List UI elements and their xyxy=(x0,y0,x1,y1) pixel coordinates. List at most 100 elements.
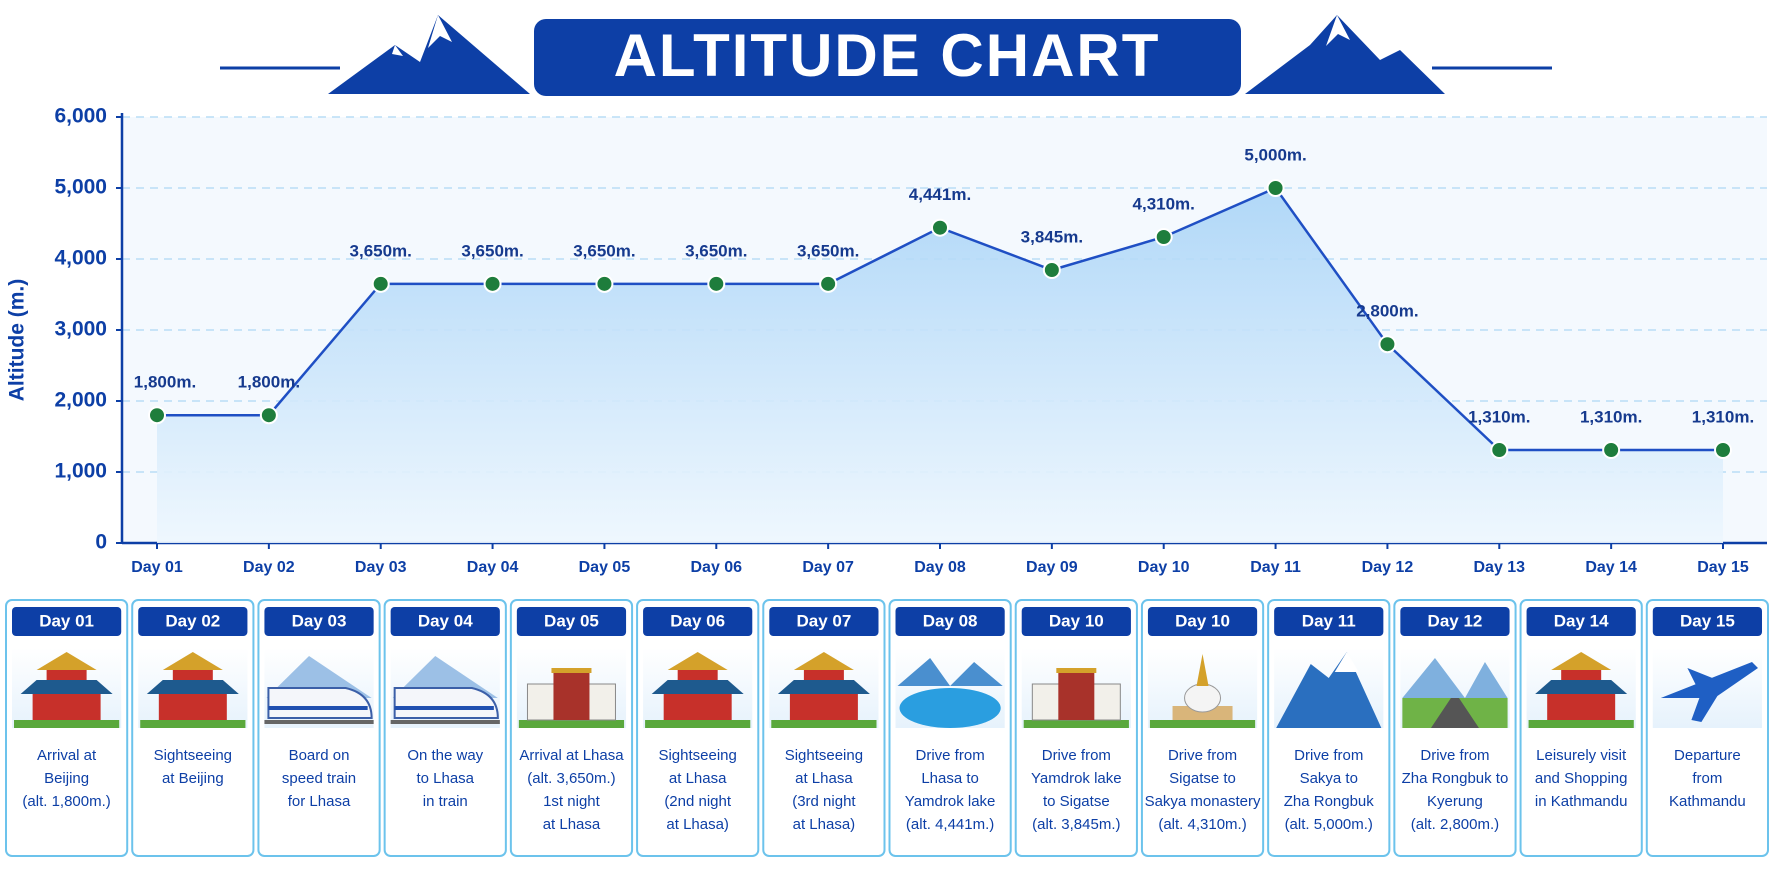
y-tick-label: 5,000 xyxy=(54,176,107,199)
card-header xyxy=(1652,607,1762,636)
card-text: at Lhasa) xyxy=(793,816,856,833)
icon-mountain xyxy=(897,658,1003,686)
card-text: from xyxy=(1692,770,1722,787)
icon-roof xyxy=(20,680,113,694)
card-text: Drive from xyxy=(1420,747,1489,764)
day-card: Day 04 On the way to Lhasa in train xyxy=(383,599,507,857)
card-header xyxy=(138,607,248,636)
x-tick-label: Day 03 xyxy=(355,559,407,576)
card-text: Sightseeing xyxy=(785,747,863,764)
icon-ground xyxy=(1149,720,1256,728)
x-tick-label: Day 15 xyxy=(1697,559,1749,576)
day-card: Day 05 Arrival at Lhasa (alt. 3,650m.) 1st … xyxy=(509,599,634,857)
point xyxy=(371,274,390,293)
card-text: to Sigatse xyxy=(1043,793,1110,810)
x-tick-label: Day 07 xyxy=(802,559,854,576)
card-header xyxy=(895,607,1005,636)
card-text: Board on xyxy=(289,747,350,764)
value-label: 4,310m. xyxy=(1133,194,1195,213)
icon-spire xyxy=(1196,654,1209,686)
card-text: (alt. 2,800m.) xyxy=(1411,816,1499,833)
icon-center xyxy=(1058,672,1095,720)
day-card: Day 12 Drive from Zha Rongbuk to Kyerung (al… xyxy=(1393,599,1517,857)
icon-ground xyxy=(518,720,625,728)
x-tick-label: Day 08 xyxy=(914,559,966,576)
icon-upper xyxy=(803,670,844,680)
icon-dome xyxy=(1184,683,1222,713)
card-text: Drive from xyxy=(916,747,985,764)
icon-lake xyxy=(899,688,1001,728)
card-day: Day 14 xyxy=(1554,611,1609,630)
day-card: Day 08 Drive from Lhasa to Yamdrok lake (alt… xyxy=(888,599,1012,857)
value-label: 3,650m. xyxy=(797,241,859,260)
icon-ground xyxy=(140,720,246,728)
value-label: 1,800m. xyxy=(134,373,196,392)
icon-train xyxy=(267,687,373,719)
point xyxy=(148,406,166,425)
point xyxy=(819,274,838,293)
icon-base xyxy=(1172,706,1233,720)
card-text: in train xyxy=(423,793,468,810)
card-text: (alt. 1,800m.) xyxy=(22,793,110,810)
point xyxy=(707,274,726,293)
card-text: Sakya to xyxy=(1300,770,1358,787)
card-header xyxy=(264,607,374,636)
value-label: 5,000m. xyxy=(1244,145,1306,164)
icon-rail xyxy=(264,720,374,724)
icon-top xyxy=(793,652,854,670)
card-text: Sightseeing xyxy=(658,747,736,764)
point xyxy=(1378,335,1397,354)
y-tick-label: 4,000 xyxy=(54,247,107,270)
icon-body xyxy=(158,694,227,720)
icon-rail xyxy=(390,720,500,724)
card-day: Day 11 xyxy=(1302,611,1356,630)
card-text: at Beijing xyxy=(162,770,224,787)
card-day: Day 15 xyxy=(1680,611,1735,630)
card-text: and Shopping xyxy=(1535,770,1628,787)
point xyxy=(931,218,949,237)
card-text: (alt. 4,441m.) xyxy=(906,816,994,833)
x-tick-label: Day 04 xyxy=(467,559,519,576)
icon-stripe xyxy=(268,706,368,710)
day-card: Day 10 Drive from Sigatse to Sakya monaster… xyxy=(1140,599,1265,857)
value-label: 1,310m. xyxy=(1692,407,1754,426)
icon-body xyxy=(663,694,732,720)
card-text: Kyerung xyxy=(1427,793,1483,810)
y-axis-label: Altitude (m.) xyxy=(6,279,29,401)
value-label: 1,310m. xyxy=(1468,407,1530,426)
y-tick-label: 2,000 xyxy=(54,389,107,412)
y-tick-label: 3,000 xyxy=(54,318,107,341)
x-tick-label: Day 09 xyxy=(1026,559,1078,576)
card-header xyxy=(769,607,879,636)
card-text: to Lhasa xyxy=(416,770,474,787)
point xyxy=(1266,179,1285,197)
value-label: 3,845m. xyxy=(1021,227,1083,246)
point xyxy=(1602,440,1621,459)
title-banner xyxy=(534,19,1241,96)
card-day: Day 12 xyxy=(1428,611,1483,630)
card-text: Beijing xyxy=(44,770,89,787)
card-text: (3rd night xyxy=(792,793,856,810)
card-text: Drive from xyxy=(1168,747,1237,764)
icon-top xyxy=(1551,652,1612,670)
mountain-icon xyxy=(1245,15,1445,94)
card-text: for Lhasa xyxy=(288,793,351,810)
icon-roof xyxy=(777,680,870,694)
icon-roof xyxy=(551,668,592,673)
card-text: Arrival at Lhasa xyxy=(519,747,624,764)
card-day: Day 08 xyxy=(923,611,978,630)
point xyxy=(259,406,278,425)
card-text: Departure xyxy=(1674,747,1741,764)
card-day: Day 05 xyxy=(544,611,599,630)
card-text: at Lhasa xyxy=(795,770,853,787)
icon-ground xyxy=(14,720,120,728)
card-header xyxy=(1526,607,1636,636)
icon-body xyxy=(1547,694,1616,720)
icon-upper xyxy=(46,670,87,680)
icon-roof xyxy=(651,680,744,694)
card-header xyxy=(390,607,500,636)
chart-title: ALTITUDE CHART xyxy=(614,22,1161,89)
value-label: 3,650m. xyxy=(350,241,412,260)
card-text: Lhasa to xyxy=(921,770,979,787)
